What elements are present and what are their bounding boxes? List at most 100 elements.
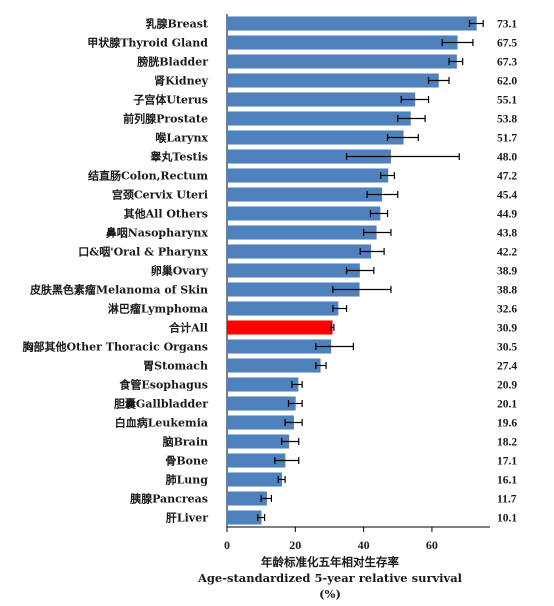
bar	[227, 206, 381, 221]
category-label: 食管Esophagus	[119, 378, 208, 392]
bar	[227, 510, 262, 525]
bar-highlight	[227, 320, 333, 335]
bar	[227, 358, 321, 373]
error-bar	[468, 20, 484, 27]
bar	[227, 263, 360, 278]
x-tick-label: 0	[224, 538, 230, 552]
error-bar	[448, 58, 464, 65]
bar	[227, 168, 389, 183]
bar	[227, 491, 267, 506]
error-bar	[441, 39, 474, 46]
bar	[227, 396, 296, 411]
error-bar	[291, 381, 303, 388]
error-bar	[363, 229, 392, 236]
category-label: 膀胱Bladder	[136, 55, 208, 69]
category-label: 肝Liver	[166, 512, 208, 525]
category-label: 睾丸Testis	[150, 150, 208, 164]
bar	[227, 54, 457, 69]
value-label: 44.9	[497, 209, 517, 221]
category-label: 骨Bone	[165, 455, 208, 468]
error-bar	[397, 115, 426, 122]
bar	[227, 130, 404, 145]
error-bar	[274, 457, 300, 464]
value-label: 48.0	[497, 152, 517, 164]
bar	[227, 339, 332, 354]
category-label: 胆囊Gallbladder	[114, 397, 208, 411]
x-axis-title-en: Age-standardized 5-year relative surviva…	[197, 571, 463, 585]
bar	[227, 472, 282, 487]
value-label: 45.4	[497, 190, 517, 202]
category-label: 胰腺Pancreas	[129, 492, 208, 506]
bar	[227, 244, 372, 259]
bar	[227, 301, 339, 316]
error-bar	[260, 495, 273, 502]
category-label: 肾Kidney	[154, 74, 208, 88]
category-labels: 乳腺Breast 甲状腺Thyroid Gland 膀胱Bladder 肾Kidney…	[22, 17, 208, 525]
error-bar	[380, 172, 395, 179]
category-label: 卵巢Ovary	[151, 264, 209, 278]
value-label: 16.1	[497, 475, 517, 487]
category-label: 胸部其他Other Thoracic Organs	[22, 340, 208, 354]
bar	[227, 453, 286, 468]
error-bar	[330, 324, 335, 331]
error-bar	[359, 248, 385, 255]
value-label: 42.2	[497, 247, 517, 259]
value-label: 53.8	[497, 114, 517, 126]
category-label: 结直肠Colon,Rectum	[87, 169, 208, 183]
error-bar	[257, 514, 266, 521]
error-bar	[315, 343, 354, 350]
category-label: 肺Lung	[166, 473, 209, 487]
error-bars	[257, 20, 484, 521]
value-label: 51.7	[497, 133, 517, 145]
value-label: 17.1	[497, 456, 517, 468]
bars	[227, 16, 477, 525]
category-label: 甲状腺Thyroid Gland	[87, 36, 208, 50]
error-bar	[400, 96, 430, 103]
value-label: 20.1	[497, 399, 517, 411]
bar	[227, 282, 360, 297]
error-bar	[332, 286, 392, 293]
error-bar	[366, 191, 399, 198]
error-bar	[345, 153, 460, 160]
category-label: 乳腺Breast	[146, 17, 209, 31]
bar	[227, 35, 458, 50]
value-label: 18.2	[497, 437, 517, 449]
error-bar	[345, 267, 375, 274]
bar	[227, 187, 383, 202]
category-label: 鼻咽Nasopharynx	[106, 226, 209, 240]
x-axis-title-cn: 年龄标准化五年相对生存率	[261, 555, 399, 569]
value-label: 10.1	[497, 513, 517, 525]
value-label: 11.7	[497, 494, 517, 506]
category-label: 白血病Leukemia	[115, 416, 208, 430]
value-labels: 73.1 67.5 67.3 62.0 55.1 53.8 51.7 48.0 47.2 45.4…	[497, 19, 517, 525]
value-label: 47.2	[497, 171, 517, 183]
error-bar	[427, 77, 450, 84]
bar	[227, 111, 411, 126]
x-tick-label: 40	[358, 538, 370, 552]
category-label: 前列腺Prostate	[123, 112, 208, 126]
category-label: 子宫体Uterus	[133, 93, 208, 107]
category-label: 脑Brain	[163, 435, 208, 449]
x-axis-title-unit: (%)	[319, 587, 341, 601]
error-bar	[287, 400, 303, 407]
category-label: 宫颈Cervix Uteri	[112, 188, 208, 202]
x-tick-label: 60	[426, 538, 438, 552]
value-label: 30.5	[497, 342, 517, 354]
x-tick-labels: 0 20 40 60	[224, 538, 438, 552]
error-bar	[369, 210, 389, 217]
category-label: 喉Larynx	[155, 131, 208, 145]
category-label: 皮肤黑色素瘤Melanoma of Skin	[29, 283, 208, 297]
value-label: 30.9	[497, 323, 517, 335]
error-bar	[284, 419, 303, 426]
category-label: 其他All Others	[124, 207, 208, 221]
category-label: 口&咽'Oral & Pharynx	[78, 246, 208, 259]
value-label: 67.3	[497, 57, 517, 69]
value-label: 67.5	[497, 38, 517, 50]
category-label: 淋巴瘤Lymphoma	[108, 302, 208, 316]
bar	[227, 415, 294, 430]
error-bar	[281, 438, 300, 445]
value-label: 43.8	[497, 228, 517, 240]
bar	[227, 434, 290, 449]
category-label: 胃Stomach	[143, 360, 208, 373]
error-bar	[386, 134, 419, 141]
